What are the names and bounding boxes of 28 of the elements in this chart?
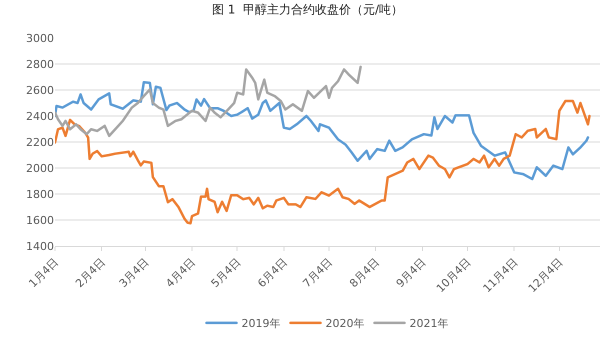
x-tick-label: 11月4日 xyxy=(480,256,520,296)
line-series xyxy=(55,66,362,138)
x-tick-label: 2月4日 xyxy=(73,256,108,290)
y-tick-label: 2600 xyxy=(26,84,54,97)
y-tick-label: 3000 xyxy=(26,32,54,45)
y-tick-label: 2000 xyxy=(26,162,54,175)
y-tick-label: 1400 xyxy=(26,240,54,253)
line-series xyxy=(55,80,590,180)
x-tick-label: 4月4日 xyxy=(163,256,198,290)
y-tick-label: 2400 xyxy=(26,110,54,123)
legend-label: 2019年 xyxy=(242,317,280,330)
y-tick-label: 2200 xyxy=(26,136,54,149)
x-tick-label: 10月4日 xyxy=(434,256,474,296)
x-tick-label: 7月4日 xyxy=(300,256,336,290)
x-tick-label: 8月4日 xyxy=(347,256,382,290)
x-tick-label: 12月4日 xyxy=(526,256,566,296)
y-tick-label: 2800 xyxy=(26,58,54,71)
x-tick-label: 1月4日 xyxy=(26,256,62,290)
chart-title: 图 1 甲醇主力合约收盘价（元/吨） xyxy=(212,2,404,17)
line-series xyxy=(55,100,591,224)
x-tick-label: 6月4日 xyxy=(255,256,290,290)
legend-label: 2021年 xyxy=(410,317,448,330)
x-tick-label: 5月4日 xyxy=(208,256,244,290)
x-tick-label: 9月4日 xyxy=(394,256,428,290)
legend-label: 2020年 xyxy=(326,317,364,330)
x-tick-label: 3月4日 xyxy=(116,256,152,290)
y-tick-label: 1600 xyxy=(26,214,54,227)
y-tick-label: 1800 xyxy=(26,188,54,201)
